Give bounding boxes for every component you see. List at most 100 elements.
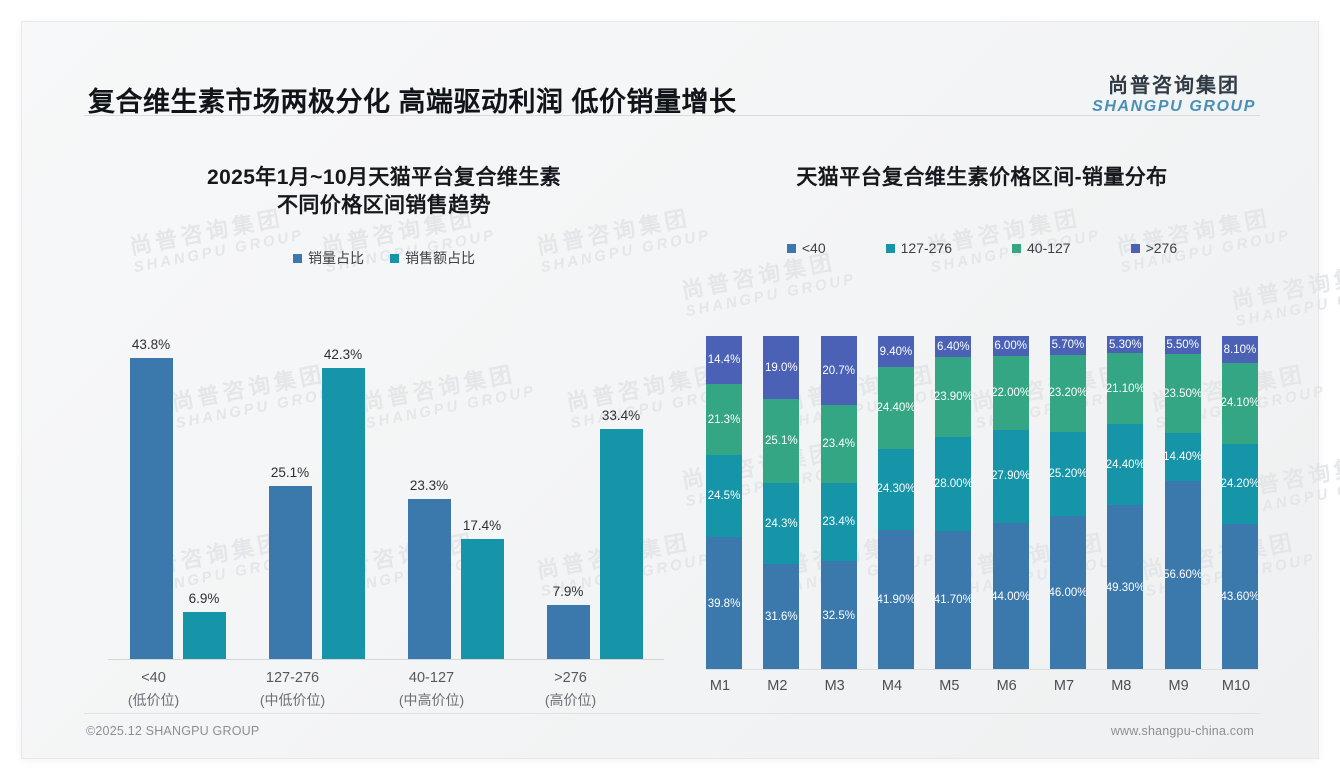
- stack-segment[interactable]: 5.70%: [1049, 335, 1086, 355]
- stacked-bar-column[interactable]: 19.0% 25.1% 24.3% 31.6%: [763, 330, 800, 670]
- stacked-bar-column[interactable]: 8.10% 24.10% 24.20% 43.60%: [1221, 330, 1258, 670]
- bar-rect[interactable]: [546, 605, 590, 659]
- stack-segment[interactable]: 25.1%: [763, 399, 800, 484]
- stack-segment-label: 25.1%: [765, 435, 798, 448]
- x-axis-tick-label: >276 (高价位): [510, 668, 632, 711]
- stack-segment-label: 20.7%: [822, 364, 855, 377]
- stack-segment[interactable]: 9.40%: [877, 336, 914, 368]
- stack-segment[interactable]: 24.40%: [877, 367, 914, 449]
- stack-segment[interactable]: 25.20%: [1049, 432, 1086, 517]
- stacked-bar-column[interactable]: 6.40% 23.90% 28.00% 41.70%: [935, 330, 972, 670]
- stack-segment-label: 24.20%: [1221, 477, 1258, 490]
- bar-group: 7.9% 33.4%: [534, 290, 656, 659]
- legend-swatch-icon: [885, 243, 895, 253]
- stacked-bar-column[interactable]: 9.40% 24.40% 24.30% 41.90%: [877, 330, 914, 670]
- legend-item-label: 销售额占比: [405, 250, 475, 266]
- bar-column[interactable]: 6.9%: [182, 290, 226, 659]
- stack-segment-label: 5.70%: [1051, 339, 1085, 352]
- bar-column[interactable]: 7.9%: [546, 290, 590, 659]
- stack-segment[interactable]: 23.50%: [1164, 354, 1201, 433]
- bar-rect[interactable]: [268, 486, 312, 659]
- stack-segment-label: 9.40%: [879, 345, 913, 358]
- stack-segment-label: 21.3%: [707, 413, 741, 426]
- stack-segment[interactable]: 43.60%: [1221, 524, 1258, 670]
- stack-segment[interactable]: 23.90%: [935, 357, 972, 438]
- x-axis-tick-label: <40 (低价位): [93, 668, 215, 711]
- stacked-bar-column[interactable]: 5.50% 23.50% 14.40% 56.60%: [1164, 330, 1201, 670]
- legend-item-2[interactable]: 销售额占比: [390, 248, 475, 268]
- stack-segment[interactable]: 24.3%: [763, 483, 800, 565]
- x-axis-tick-sub: (低价位): [127, 691, 180, 708]
- stack-segment[interactable]: 24.5%: [706, 455, 742, 538]
- stack-segment[interactable]: 31.6%: [763, 564, 800, 670]
- bar-value-label: 42.3%: [323, 347, 363, 362]
- bar-rect[interactable]: [321, 368, 365, 659]
- stack-segment[interactable]: 49.30%: [1107, 505, 1144, 670]
- legend-swatch-icon: [1130, 243, 1140, 253]
- bar-column[interactable]: 43.8%: [129, 290, 173, 659]
- bar-rect[interactable]: [182, 612, 226, 659]
- left-chart-title-line2: 不同价格区间销售趋势: [277, 193, 491, 217]
- legend-item-1[interactable]: <40: [786, 240, 826, 256]
- bar-value-label: 6.9%: [188, 591, 220, 606]
- stack-segment-label: 24.40%: [1107, 458, 1144, 471]
- stacked-bar-column[interactable]: 5.30% 21.10% 24.40% 49.30%: [1107, 330, 1144, 670]
- legend-item-3[interactable]: 40-127: [1012, 240, 1071, 256]
- bar-rect[interactable]: [460, 539, 504, 659]
- brand-logo: 尚普咨询集团 SHANGPU GROUP: [1092, 76, 1256, 115]
- stack-segment[interactable]: 41.90%: [877, 530, 914, 670]
- stack-segment[interactable]: 5.30%: [1107, 335, 1144, 354]
- stack-segment-label: 56.60%: [1164, 569, 1201, 582]
- stacked-bar-column[interactable]: 5.70% 23.20% 25.20% 46.00%: [1049, 330, 1086, 670]
- stack-segment[interactable]: 23.20%: [1049, 354, 1086, 433]
- x-axis-tick-main: >276: [554, 670, 587, 686]
- legend-item-2[interactable]: 127-276: [885, 240, 952, 256]
- x-axis-tick-sub: (中高价位): [398, 691, 465, 708]
- x-axis-tick-label: M7: [1053, 678, 1075, 694]
- legend-item-1[interactable]: 销量占比: [293, 248, 364, 268]
- stack-segment[interactable]: 5.50%: [1164, 336, 1201, 355]
- stack-segment[interactable]: 24.30%: [877, 448, 914, 531]
- stacked-bar-column[interactable]: 6.00% 22.00% 27.90% 44.00%: [992, 330, 1029, 670]
- stack-segment[interactable]: 6.40%: [935, 336, 972, 358]
- stack-segment[interactable]: 24.20%: [1221, 443, 1258, 525]
- stacked-bar-column[interactable]: 14.4% 21.3% 24.5% 39.8%: [706, 330, 742, 670]
- stack-segment-label: 27.90%: [992, 470, 1029, 483]
- stack-segment[interactable]: 56.60%: [1164, 480, 1201, 670]
- stack-segment[interactable]: 19.0%: [763, 336, 800, 400]
- bar-column[interactable]: 33.4%: [599, 290, 643, 659]
- stack-segment[interactable]: 46.00%: [1049, 516, 1086, 670]
- stack-segment[interactable]: 41.70%: [935, 530, 972, 670]
- stack-segment[interactable]: 20.7%: [820, 336, 857, 406]
- stack-segment[interactable]: 23.4%: [820, 405, 857, 484]
- stack-segment[interactable]: 22.00%: [992, 356, 1029, 430]
- stack-segment-label: 44.00%: [992, 590, 1029, 603]
- bar-column[interactable]: 42.3%: [321, 290, 365, 659]
- stacked-bar-column[interactable]: 20.7% 23.4% 23.4% 32.5%: [820, 330, 857, 670]
- stack-segment[interactable]: 21.3%: [706, 384, 742, 456]
- stack-segment[interactable]: 14.40%: [1164, 432, 1201, 481]
- stack-segment[interactable]: 28.00%: [935, 437, 972, 531]
- stack-segment[interactable]: 8.10%: [1221, 336, 1258, 364]
- stack-segment[interactable]: 27.90%: [992, 429, 1029, 524]
- bar-column[interactable]: 23.3%: [407, 290, 451, 659]
- stack-segment[interactable]: 14.4%: [706, 336, 742, 385]
- stack-segment-label: 39.8%: [707, 597, 741, 610]
- bar-rect[interactable]: [599, 429, 643, 659]
- stack-segment[interactable]: 6.00%: [992, 336, 1029, 357]
- bar-column[interactable]: 25.1%: [268, 290, 312, 659]
- stack-segment-label: 24.30%: [877, 483, 914, 496]
- legend-item-4[interactable]: >276: [1130, 240, 1178, 256]
- stack-segment[interactable]: 21.10%: [1107, 353, 1144, 424]
- legend-item-label: >276: [1145, 240, 1178, 256]
- bar-rect[interactable]: [407, 499, 451, 659]
- right-chart-x-axis: [706, 669, 1258, 670]
- bar-column[interactable]: 17.4%: [460, 290, 504, 659]
- bar-rect[interactable]: [129, 358, 173, 659]
- stack-segment[interactable]: 39.8%: [706, 537, 742, 670]
- stack-segment[interactable]: 32.5%: [820, 561, 857, 670]
- stack-segment[interactable]: 24.10%: [1221, 363, 1258, 444]
- stack-segment[interactable]: 23.4%: [820, 483, 857, 562]
- stack-segment[interactable]: 24.40%: [1107, 423, 1144, 506]
- stack-segment[interactable]: 44.00%: [992, 523, 1029, 670]
